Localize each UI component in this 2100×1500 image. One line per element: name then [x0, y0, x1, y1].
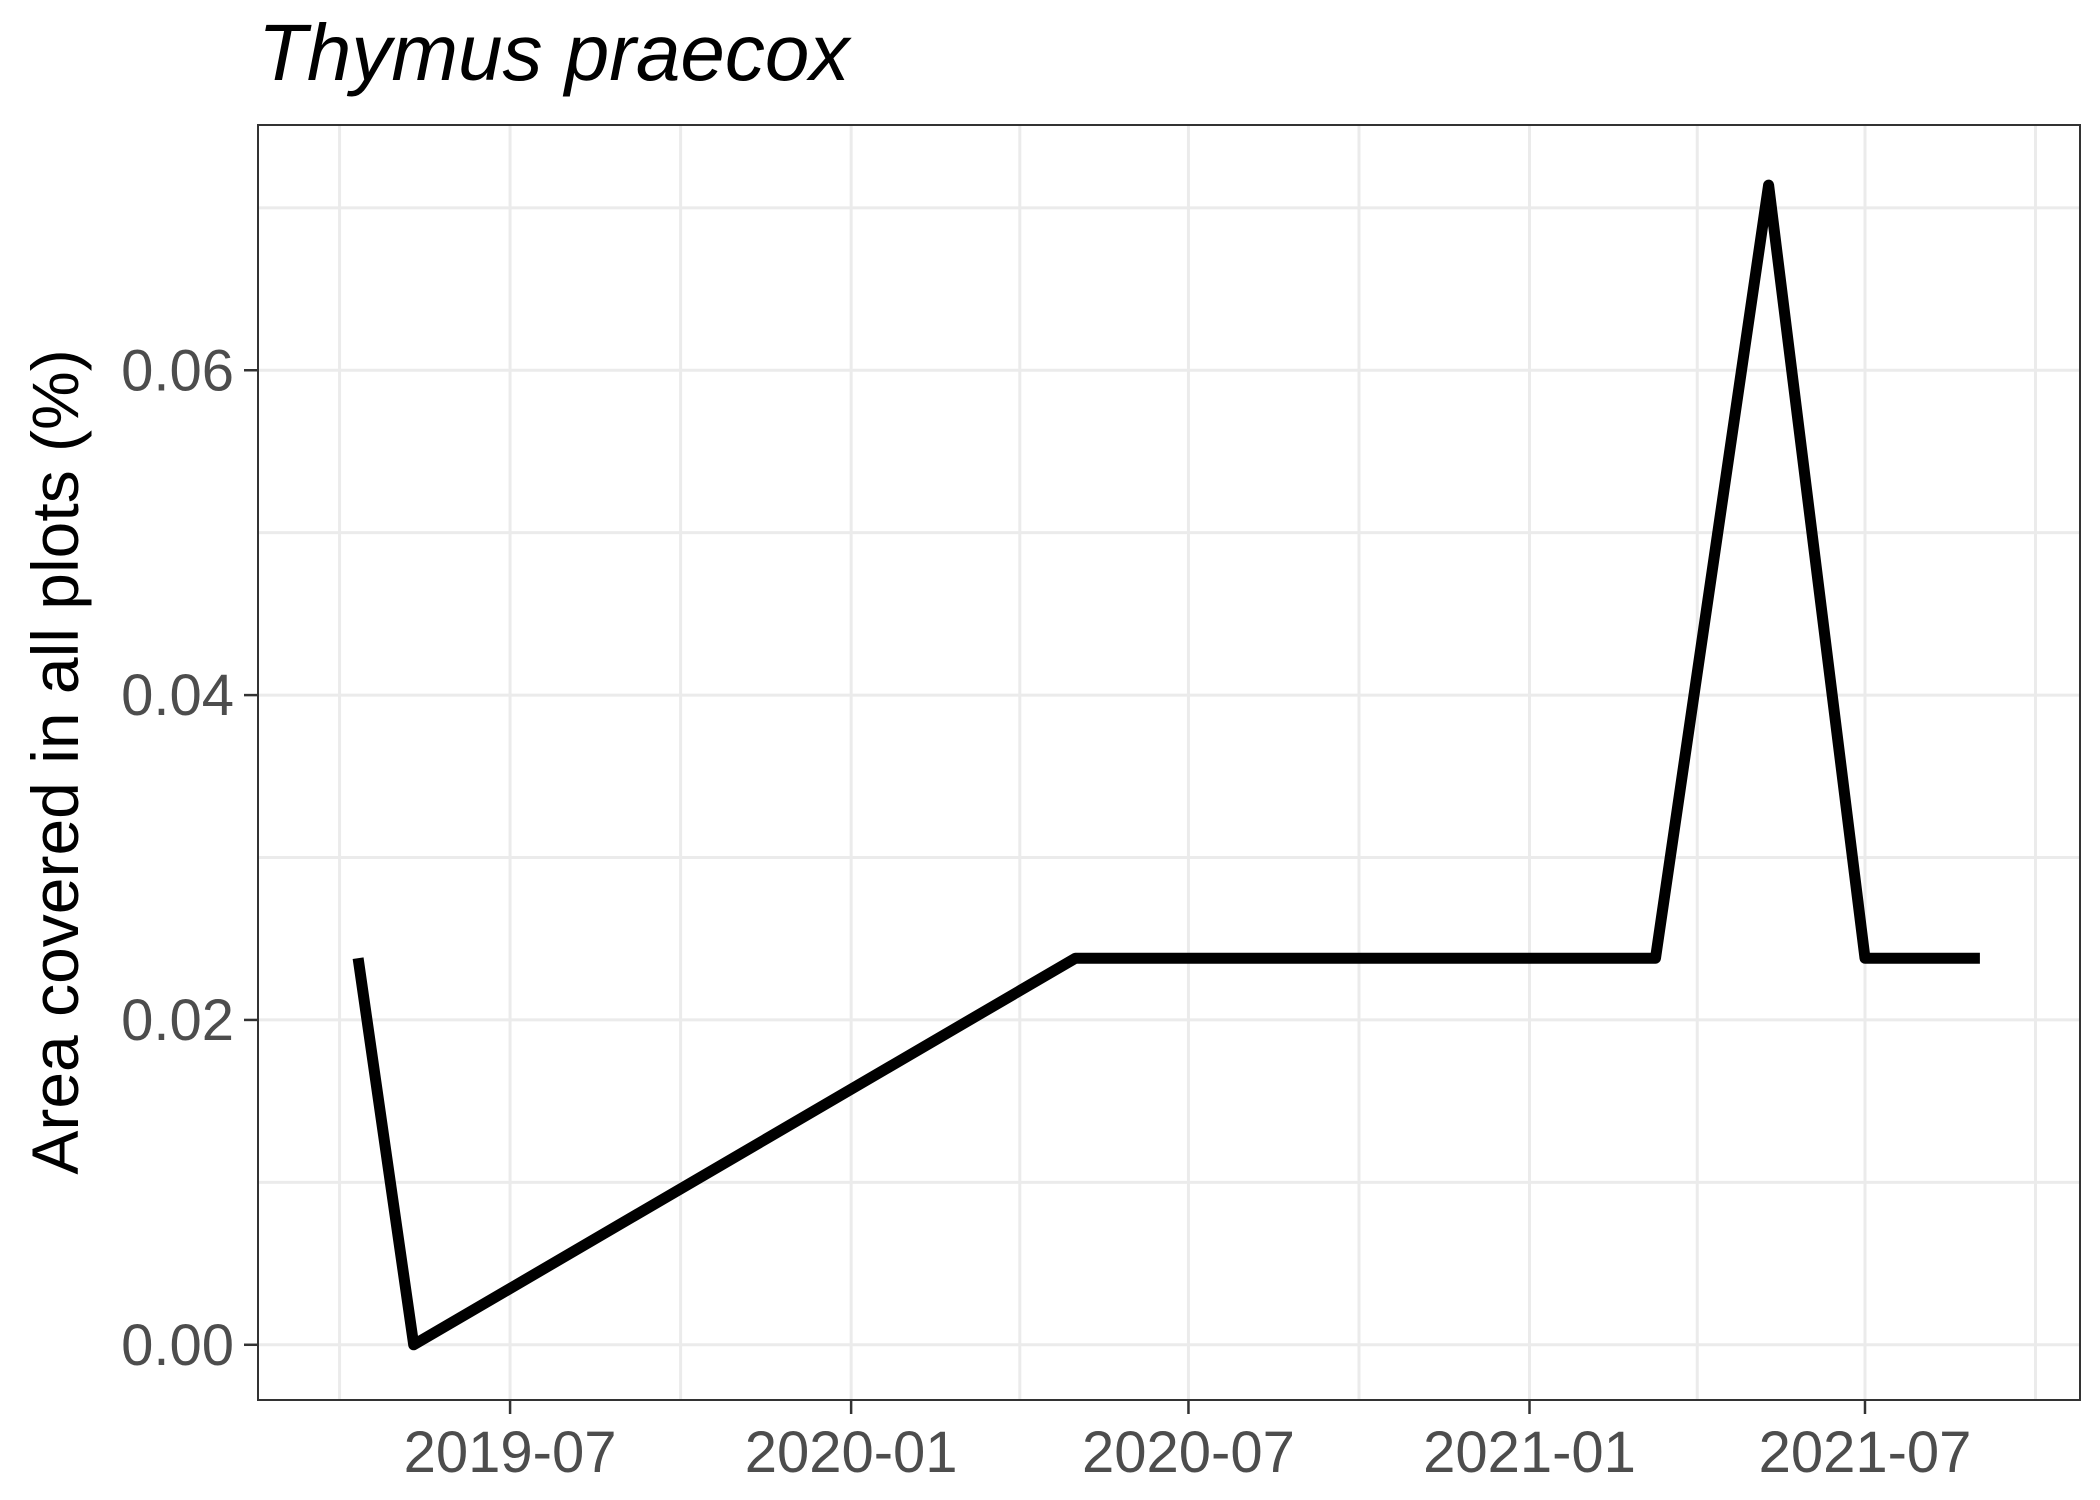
x-tick-label: 2020-01	[745, 1420, 958, 1485]
x-tick-label: 2021-07	[1759, 1420, 1972, 1485]
y-tick-label: 0.06	[121, 338, 234, 403]
chart-title: Thymus praecox	[258, 8, 852, 97]
x-tick-label: 2020-07	[1082, 1420, 1295, 1485]
y-tick-label: 0.02	[121, 988, 234, 1053]
x-tick-label: 2019-07	[404, 1420, 617, 1485]
y-axis-label: Area covered in all plots (%)	[18, 349, 92, 1174]
plot-panel-border	[257, 124, 2081, 1401]
axis-ticks: 2019-07 2020-01 2020-07 2021-01 2021-07 0.00 0…	[121, 338, 1971, 1485]
y-tick-label: 0.00	[121, 1313, 234, 1378]
grid-lines	[258, 125, 2080, 1400]
x-tick-label: 2021-01	[1423, 1420, 1636, 1485]
series-line	[352, 179, 1980, 1351]
y-tick-label: 0.04	[121, 663, 234, 728]
